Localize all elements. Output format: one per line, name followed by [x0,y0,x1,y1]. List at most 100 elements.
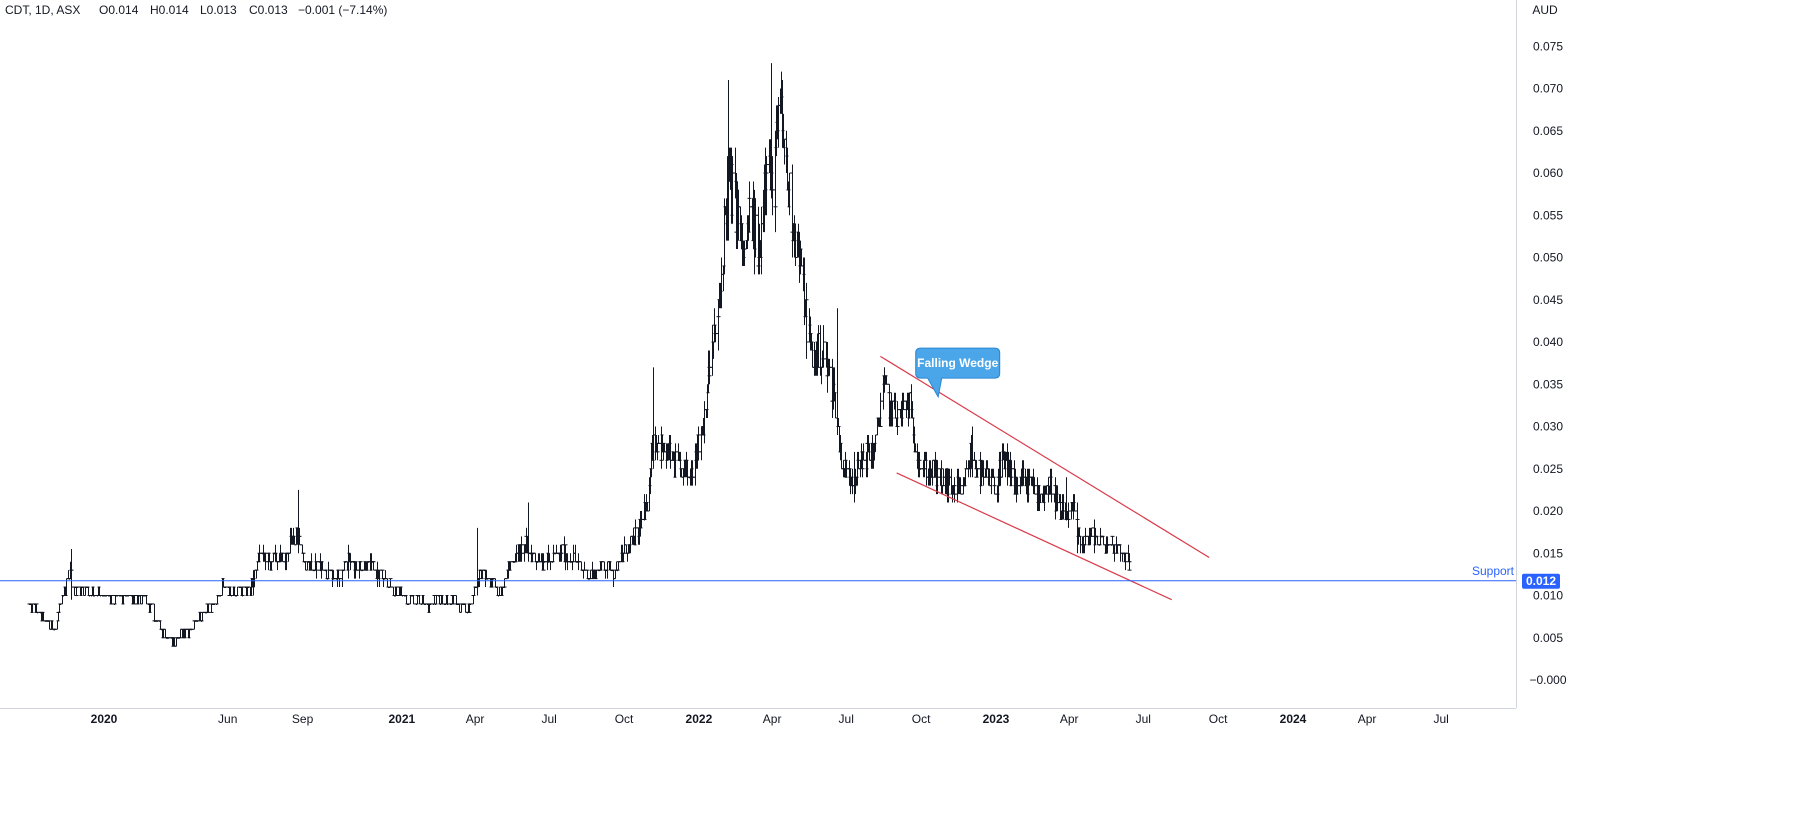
ohlc-bar [300,544,305,554]
ohlc-bar [178,628,183,639]
ohlc-bar [624,544,629,554]
ohlc-bar [605,561,610,579]
ohlc-bar [495,586,500,596]
ohlc-bar [144,595,149,605]
ohlc-bar [582,561,587,571]
x-tick-label: Jul [1136,712,1151,726]
callout-bubble[interactable] [915,347,1001,399]
ohlc-bar [459,603,464,613]
open-value: O0.014 [99,3,139,17]
ohlc-bar [417,595,422,605]
y-tick-label: 0.075 [1533,39,1563,53]
ohlc-bar [324,569,329,580]
close-value: C0.013 [249,3,288,17]
ohlc-bar [371,561,376,571]
ohlc-bar [585,569,590,580]
y-tick-label: −0.000 [1529,673,1566,687]
ohlc-bar [534,561,539,571]
ohlc-bar [404,595,409,605]
high-value: H0.014 [150,3,189,17]
y-tick-label: 0.010 [1533,589,1563,603]
x-tick-label: 2020 [91,712,118,726]
ohlc-bar [548,561,553,571]
support-line-group[interactable]: Support [0,564,1516,582]
price-axis[interactable]: 0.075 0.070 0.065 0.060 0.055 0.050 0.045 0.040… [1529,39,1566,687]
x-tick-label: 2021 [389,712,416,726]
ohlc-bar [254,569,259,579]
ohlc-bar [579,561,584,571]
x-tick-label: 2022 [686,712,713,726]
x-tick-label: Jul [839,712,854,726]
x-tick-label: Sep [292,712,314,726]
header-legend: CDT, 1D, ASX O0.014 H0.014 L0.013 C0.013… [5,3,387,17]
wedge-upper-line[interactable] [880,355,1210,558]
ohlc-bar [472,586,477,596]
ohlc-bar [200,611,205,622]
ohlc-bar [747,189,752,216]
wedge-lower-line[interactable] [896,472,1172,601]
ohlc-bar [633,519,638,529]
ohlc-bar [497,586,502,596]
ohlc-bar [383,570,388,580]
ohlc-bar [603,569,608,579]
ohlc-bar [391,586,396,596]
ohlc-bar [502,578,507,588]
y-tick-label: 0.005 [1533,631,1563,645]
ohlc-bar [56,611,61,622]
ohlc-bar [613,569,618,580]
ohlc-bar [1101,535,1106,546]
ohlc-bars [27,63,1132,647]
ohlc-bar [113,595,118,605]
ohlc-bar [457,603,462,613]
x-tick-label: Jul [541,712,556,726]
ohlc-bar [337,578,342,588]
symbol-info: CDT, 1D, ASX [5,3,80,17]
ohlc-bar [493,578,498,588]
ohlc-bar [83,586,88,596]
ohlc-bar [215,595,220,605]
ohlc-bar [964,460,969,470]
ohlc-bar [847,460,852,470]
ohlc-bar [411,595,416,605]
ohlc-bar [625,552,630,562]
ohlc-bar [432,595,437,605]
ohlc-bar [140,595,145,605]
ohlc-bar [570,561,575,571]
x-tick-label: Oct [1209,712,1228,726]
ohlc-bar [573,544,578,563]
falling-wedge-callout[interactable]: Falling Wedge [915,347,1001,399]
ohlc-bar [86,586,91,596]
ohlc-bar [972,451,977,461]
y-tick-label: 0.055 [1533,208,1563,222]
x-tick-label: 2023 [983,712,1010,726]
x-tick-label: Apr [466,712,485,726]
support-label: Support [1472,564,1515,578]
y-tick-label: 0.050 [1533,251,1563,265]
x-tick-label: Oct [912,712,931,726]
ohlc-bar [255,561,260,571]
y-tick-label: 0.065 [1533,124,1563,138]
ohlc-bar [192,620,197,630]
time-axis[interactable]: 2020 Jun Sep 2021 Apr Jul Oct 2022 Apr Jul Oct 2023… [91,712,1449,726]
ohlc-bar [47,620,52,630]
x-tick-label: 2024 [1280,712,1307,726]
ohlc-bar [303,561,308,571]
ohlc-bar [158,620,163,630]
ohlc-bar [656,434,661,444]
x-tick-label: Apr [763,712,782,726]
ohlc-bar [66,570,71,580]
ohlc-bar [434,595,439,605]
ohlc-bar [305,561,310,571]
y-tick-label: 0.045 [1533,293,1563,307]
ohlc-bar [614,561,619,571]
ohlc-bar [138,595,143,605]
ohlc-bar [174,637,179,647]
last-price-value: 0.012 [1526,574,1556,588]
ohlc-bar [55,620,60,630]
y-tick-label: 0.040 [1533,335,1563,349]
y-tick-label: 0.015 [1533,546,1563,560]
ohlc-bar [471,595,476,605]
ohlc-bar [1110,535,1115,546]
x-tick-label: Jul [1433,712,1448,726]
